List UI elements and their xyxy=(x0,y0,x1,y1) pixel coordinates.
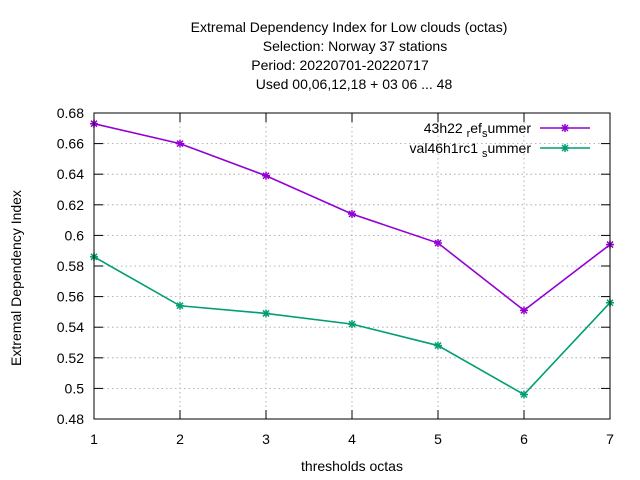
marker-d2 xyxy=(176,302,184,310)
marker-d2 xyxy=(520,390,528,399)
x-tick-label: 1 xyxy=(90,431,98,447)
axis-ticks: 1 2 3 4 5 6 7 0.48 0.5 0.52 0.54 0.56 0.58 0.6 0.62 0.6… xyxy=(57,105,614,447)
legend-marker-d2 xyxy=(561,124,569,132)
legend-text-part: 43h22 xyxy=(424,120,467,136)
grid xyxy=(94,113,610,419)
series-2-point xyxy=(176,301,184,310)
marker-d2 xyxy=(434,239,442,247)
x-tick-label: 4 xyxy=(348,431,356,447)
y-axis-label: Extremal Dependency Index xyxy=(8,190,24,366)
y-tick-label: 0.52 xyxy=(57,350,84,366)
chart-title: Extremal Dependency Index for Low clouds… xyxy=(191,19,508,92)
title-line-2: Selection: Norway 37 stations xyxy=(263,38,447,54)
legend-text-part: s xyxy=(482,128,488,140)
legend-text-part: ummer xyxy=(487,140,531,156)
marker-d2 xyxy=(434,342,442,350)
legend-text-part: r xyxy=(467,128,471,140)
series-1-point xyxy=(348,209,356,218)
series-2-point xyxy=(262,309,270,318)
y-tick-label: 0.62 xyxy=(57,197,84,213)
y-tick-label: 0.48 xyxy=(57,411,84,427)
series-2-point xyxy=(348,320,356,329)
legend-text-part: ummer xyxy=(487,120,531,136)
y-tick-label: 0.68 xyxy=(57,105,84,121)
x-tick-label: 5 xyxy=(434,431,442,447)
y-tick-label: 0.6 xyxy=(65,227,85,243)
y-tick-label: 0.56 xyxy=(57,289,84,305)
series-lines xyxy=(90,119,614,399)
legend-label-2: val46h1rc1 summer xyxy=(410,140,532,160)
x-tick-label: 7 xyxy=(606,431,614,447)
marker-d2 xyxy=(348,210,356,218)
series-1-point xyxy=(262,171,270,180)
series-1-point xyxy=(434,239,442,248)
plot-frame xyxy=(93,112,611,420)
x-tick-label: 2 xyxy=(176,431,184,447)
marker-d2 xyxy=(520,306,528,314)
title-line-3: Period: 20220701-20220717 xyxy=(251,57,429,73)
marker-d2 xyxy=(262,172,270,180)
legend-text-part: ef xyxy=(470,120,482,136)
y-tick-label: 0.5 xyxy=(65,380,85,396)
title-line-4: Used 00,06,12,18 + 03 06 ... 48 xyxy=(256,76,453,92)
y-tick-label: 0.54 xyxy=(57,319,84,335)
x-tick-label: 3 xyxy=(262,431,270,447)
y-tick-label: 0.66 xyxy=(57,136,84,152)
legend-text-part: s xyxy=(482,148,488,160)
legend-marker-d2 xyxy=(561,144,569,152)
marker-d2 xyxy=(262,309,270,317)
y-tick-label: 0.64 xyxy=(57,166,84,182)
series-1-point xyxy=(176,139,184,148)
series-2-point xyxy=(520,390,528,399)
y-tick-label: 0.58 xyxy=(57,258,84,274)
marker-d2 xyxy=(348,320,356,328)
marker-d2 xyxy=(176,140,184,148)
series-2-point xyxy=(434,341,442,350)
x-axis-label: thresholds octas xyxy=(301,458,403,474)
x-tick-label: 6 xyxy=(520,431,528,447)
legend-label-1: 43h22 refsummer xyxy=(424,120,532,140)
series-1-point xyxy=(520,306,528,315)
legend-text-part: val46h1rc1 xyxy=(410,140,482,156)
title-line-1: Extremal Dependency Index for Low clouds… xyxy=(191,19,508,35)
